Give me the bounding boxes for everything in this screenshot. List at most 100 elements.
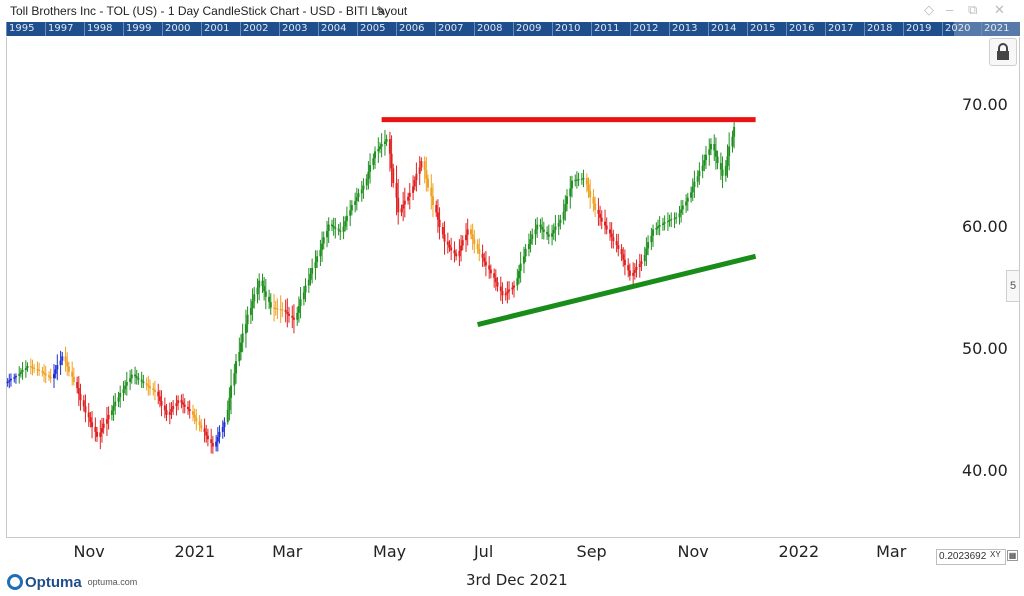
year-label[interactable]: 1995 <box>9 23 35 34</box>
candle-body <box>316 256 319 263</box>
year-label[interactable]: 2000 <box>165 23 191 34</box>
year-label[interactable]: 2015 <box>750 23 776 34</box>
close-icon[interactable]: ✕ <box>994 2 1005 17</box>
candle-body <box>374 151 377 159</box>
candlestick-chart[interactable] <box>6 37 936 537</box>
candle-body <box>466 229 469 235</box>
restore-icon[interactable]: ⧉ <box>968 2 978 17</box>
year-label[interactable]: 2016 <box>789 23 815 34</box>
candle-body <box>539 224 542 227</box>
candle-body <box>496 282 499 287</box>
candle-body <box>488 265 491 270</box>
candle-body <box>14 375 17 378</box>
pencil-icon[interactable]: ✎ <box>376 4 387 18</box>
candle-body <box>112 406 115 411</box>
candle-body <box>72 376 75 382</box>
year-label[interactable]: 2009 <box>516 23 542 34</box>
candle-body <box>703 160 706 166</box>
candle-body <box>640 261 643 265</box>
candle-body <box>287 313 290 316</box>
candle-body <box>330 224 333 227</box>
candle-body <box>587 184 590 191</box>
candle-body <box>455 253 458 257</box>
chevron-right-icon: 5 <box>1009 280 1017 292</box>
x-tick-label: Nov <box>73 542 105 561</box>
year-label[interactable]: 2017 <box>828 23 854 34</box>
year-label[interactable]: 2008 <box>477 23 503 34</box>
year-label[interactable]: 2018 <box>867 23 893 34</box>
candle-body <box>390 153 393 169</box>
candle-body <box>656 226 659 228</box>
candle-body <box>471 234 474 240</box>
year-label[interactable]: 2003 <box>282 23 308 34</box>
year-label[interactable]: 2010 <box>555 23 581 34</box>
candle-body <box>66 361 69 367</box>
candle-body <box>570 180 573 189</box>
year-label[interactable]: 2019 <box>906 23 932 34</box>
year-label[interactable]: 2005 <box>360 23 386 34</box>
year-label[interactable]: 1997 <box>48 23 74 34</box>
candle-body <box>668 220 671 222</box>
diamond-icon[interactable]: ◇ <box>924 2 934 17</box>
year-label[interactable]: 2011 <box>594 23 620 34</box>
settings-icon[interactable]: ▦ <box>1007 550 1018 561</box>
candle-body <box>698 170 701 177</box>
candle-body <box>223 422 226 428</box>
year-separator <box>318 22 319 36</box>
lock-button[interactable] <box>989 38 1017 66</box>
candle-body <box>597 209 600 214</box>
year-label[interactable]: 2020 <box>945 23 971 34</box>
year-label[interactable]: 2014 <box>711 23 737 34</box>
candle-body <box>574 180 577 182</box>
rising-support-line[interactable] <box>477 253 757 328</box>
candle-body <box>342 226 345 232</box>
candle-body <box>314 262 317 268</box>
candle-body <box>355 197 358 202</box>
year-label[interactable]: 2004 <box>321 23 347 34</box>
year-separator <box>45 22 46 36</box>
candle-body <box>206 435 209 440</box>
candle-body <box>423 161 426 170</box>
candle-body <box>460 245 463 251</box>
candle-body <box>180 400 183 403</box>
year-separator <box>279 22 280 36</box>
year-label[interactable]: 1998 <box>87 23 113 34</box>
year-separator <box>201 22 202 36</box>
candle-body <box>436 212 439 220</box>
year-navigator-window[interactable] <box>954 22 1021 36</box>
candle-body <box>230 385 233 398</box>
year-label[interactable]: 2007 <box>438 23 464 34</box>
year-label[interactable]: 2001 <box>204 23 230 34</box>
candle-body <box>633 269 636 273</box>
candle-body <box>193 414 196 419</box>
candle-body <box>177 400 180 404</box>
candle-body <box>307 279 310 286</box>
candle-body <box>484 261 487 266</box>
candle-body <box>499 286 502 291</box>
year-label[interactable]: 2021 <box>984 23 1010 34</box>
year-label[interactable]: 2002 <box>243 23 269 34</box>
year-label[interactable]: 1999 <box>126 23 152 34</box>
candle-body <box>153 389 156 392</box>
year-label[interactable]: 2006 <box>399 23 425 34</box>
side-panel-toggle[interactable]: 5 <box>1006 270 1020 302</box>
candle-body <box>721 169 724 176</box>
minimize-icon[interactable]: – <box>946 2 954 17</box>
candle-body <box>529 239 532 245</box>
year-label[interactable]: 2012 <box>633 23 659 34</box>
year-navigator[interactable]: 1995 1997 1998 1999 2000 2001 2002 2003 2004 2005… <box>6 22 1021 36</box>
candle-body <box>183 404 186 407</box>
year-label[interactable]: 2013 <box>672 23 698 34</box>
candle-body <box>577 179 580 181</box>
year-separator <box>669 22 670 36</box>
candle-body <box>228 397 231 410</box>
year-separator <box>6 22 7 36</box>
candle-body <box>453 250 456 254</box>
candle-body <box>8 380 11 382</box>
candle-body <box>129 378 132 382</box>
candle-body <box>714 150 717 157</box>
year-separator <box>981 22 982 36</box>
year-separator <box>825 22 826 36</box>
candle-body <box>481 253 484 258</box>
candle-body <box>397 197 400 213</box>
